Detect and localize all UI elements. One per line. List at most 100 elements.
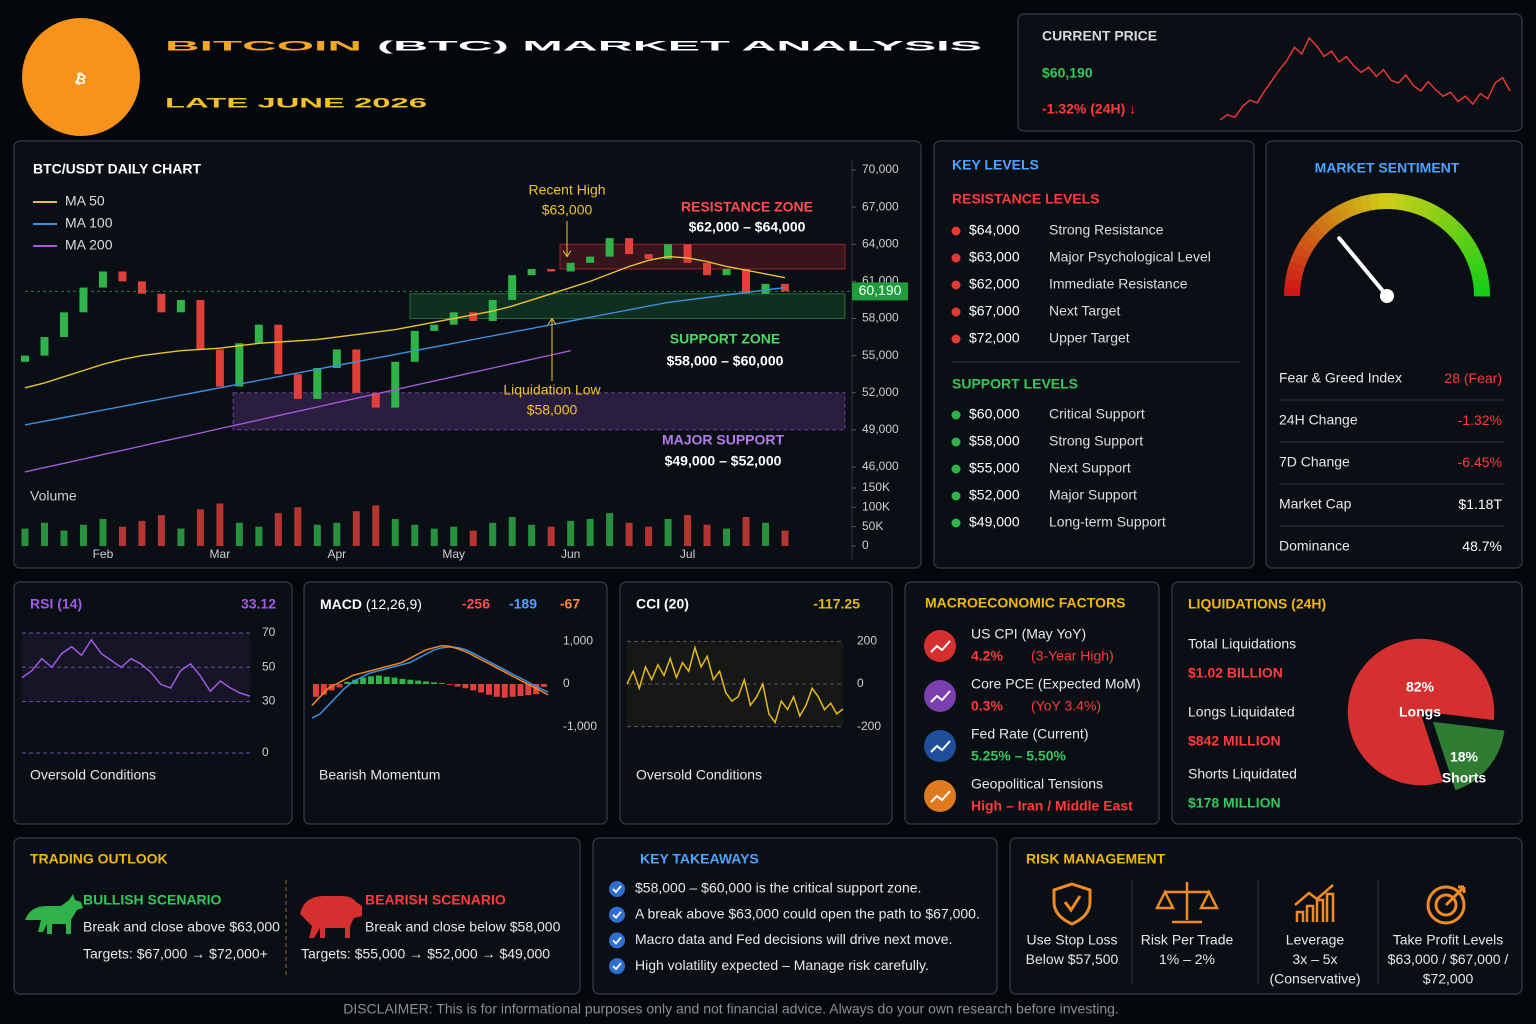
risk-text: Risk Per Trade bbox=[1141, 932, 1234, 948]
histogram-bar bbox=[423, 681, 430, 684]
gauge-arc bbox=[1351, 196, 1365, 215]
zone-label: SUPPORT ZONE bbox=[670, 331, 780, 347]
y-tick-label: 50K bbox=[862, 519, 883, 533]
macro-icon bbox=[924, 780, 956, 812]
histogram-bar bbox=[344, 681, 351, 684]
check-mark bbox=[612, 962, 622, 971]
x-tick-label: Feb bbox=[93, 547, 114, 561]
histogram-bar bbox=[360, 677, 367, 684]
volume-bar bbox=[469, 530, 477, 546]
histogram-bar bbox=[517, 684, 524, 696]
y-tick-label: 0 bbox=[262, 745, 269, 759]
candle bbox=[527, 269, 536, 276]
volume-bar bbox=[274, 513, 282, 546]
volume-bar bbox=[196, 509, 204, 546]
arrow-head bbox=[547, 317, 557, 325]
x-tick-label: May bbox=[442, 547, 465, 561]
volume-bar bbox=[723, 528, 731, 546]
risk-text: 1% – 2% bbox=[1159, 951, 1215, 967]
level-label: Strong Support bbox=[1049, 433, 1143, 449]
volume-bar bbox=[40, 522, 48, 546]
macd-panel bbox=[303, 581, 608, 825]
candle bbox=[371, 392, 380, 408]
volume-bar bbox=[567, 520, 575, 546]
candle bbox=[722, 269, 731, 276]
candle bbox=[625, 238, 634, 255]
value: $1.18T bbox=[1458, 496, 1502, 512]
takeaways-title: KEY TAKEAWAYS bbox=[640, 851, 759, 867]
takeaway: A break above $63,000 could open the pat… bbox=[635, 905, 980, 921]
gauge-arc bbox=[1320, 211, 1338, 230]
macro-glyph bbox=[930, 740, 951, 753]
histogram-bar bbox=[415, 680, 422, 684]
indicator-line bbox=[21, 638, 251, 697]
candle bbox=[352, 349, 361, 393]
histogram-bar bbox=[383, 676, 390, 684]
check-mark bbox=[612, 911, 622, 920]
histogram-bar bbox=[486, 684, 492, 695]
level-dot bbox=[951, 280, 961, 290]
risk-text: Leverage bbox=[1286, 932, 1345, 948]
volume-bar bbox=[313, 524, 321, 546]
candle bbox=[469, 312, 478, 321]
macro-value: High – Iran / Middle East bbox=[971, 798, 1133, 814]
candle bbox=[683, 244, 692, 263]
candle bbox=[235, 343, 244, 387]
risk-panel bbox=[1009, 837, 1523, 995]
candle bbox=[391, 361, 400, 408]
annotation: Recent High bbox=[528, 182, 605, 198]
macro-icon bbox=[924, 630, 956, 662]
title: (BTC) MARKET ANALYSIS bbox=[377, 38, 982, 54]
level-label: Critical Support bbox=[1049, 406, 1145, 422]
sentiment-label: Dominance bbox=[1279, 538, 1350, 554]
chart-title: BTC/USDT DAILY CHART bbox=[33, 161, 201, 177]
gauge-arc bbox=[1314, 216, 1332, 235]
gauge-needle bbox=[1337, 236, 1389, 298]
macd-params: (12,26,9) bbox=[366, 596, 422, 612]
gauge-arc bbox=[1423, 202, 1439, 221]
candle bbox=[742, 269, 751, 294]
gauge-arc bbox=[1327, 206, 1344, 225]
histogram-bar bbox=[352, 679, 359, 684]
candle bbox=[644, 254, 653, 260]
macro-panel bbox=[904, 581, 1160, 825]
histogram-bar bbox=[320, 684, 327, 695]
cci-panel bbox=[619, 581, 893, 825]
annotation-value: $63,000 bbox=[542, 202, 593, 218]
gauge-arc bbox=[1436, 211, 1454, 230]
zone-range: $49,000 – $52,000 bbox=[665, 453, 782, 469]
gauge-arc bbox=[1468, 260, 1487, 274]
ma-line bbox=[24, 255, 786, 389]
gauge-arc bbox=[1409, 196, 1423, 215]
gauge-arc bbox=[1290, 252, 1309, 267]
histogram-bar bbox=[501, 684, 508, 698]
volume-bar bbox=[372, 505, 380, 546]
liquidation-value: $842 MILLION bbox=[1188, 733, 1281, 749]
volume-bar bbox=[703, 524, 711, 546]
bearish-targets: Targets: $55,000 → $52,000 → $49,000 bbox=[301, 946, 550, 962]
indicator-line bbox=[626, 645, 844, 725]
y-tick-label: 200 bbox=[857, 634, 877, 648]
sentiment-label: Fear & Greed Index bbox=[1279, 370, 1402, 386]
target-arrow bbox=[1444, 885, 1466, 907]
leverage-icon bbox=[1294, 884, 1335, 922]
volume-bar bbox=[391, 518, 399, 546]
level-dot bbox=[951, 334, 961, 344]
gauge-arc bbox=[1308, 222, 1326, 241]
logo-symbol: ₿ bbox=[73, 70, 88, 88]
resistance-title: RESISTANCE LEVELS bbox=[952, 191, 1100, 207]
macd-line bbox=[311, 646, 549, 719]
rsi-panel bbox=[13, 581, 293, 825]
volume-bar bbox=[255, 526, 263, 546]
sentiment-value: $1.18T bbox=[1458, 496, 1502, 512]
histogram-bar bbox=[407, 679, 414, 684]
level-price: $64,000 bbox=[969, 222, 1020, 238]
level-price: $67,000 bbox=[969, 303, 1020, 319]
histogram-bar bbox=[312, 684, 319, 697]
candle bbox=[196, 299, 205, 350]
risk-text: $63,000 / $67,000 / bbox=[1388, 951, 1509, 967]
macro-note: (3-Year High) bbox=[1031, 648, 1114, 664]
annotation-value: $58,000 bbox=[527, 402, 578, 418]
